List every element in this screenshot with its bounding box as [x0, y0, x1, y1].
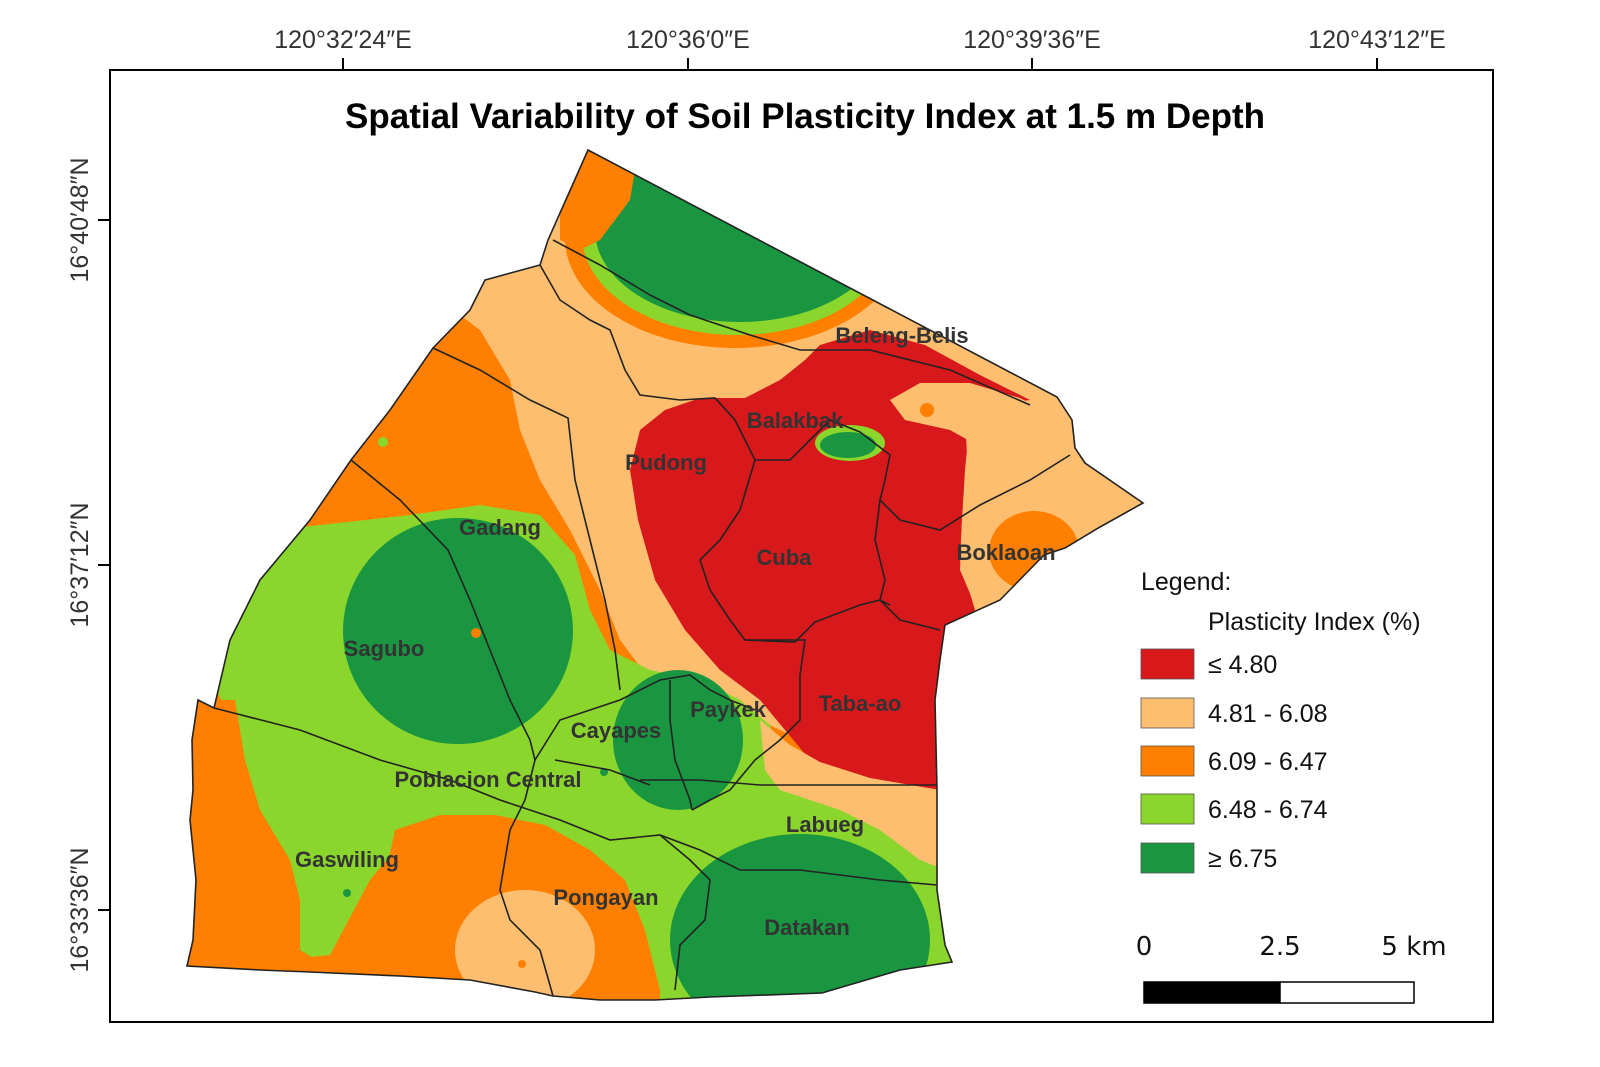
label-boklaoan: Boklaoan: [956, 540, 1055, 565]
label-paykek: Paykek: [690, 697, 767, 722]
legend-label-3: 6.09 - 6.47: [1208, 748, 1328, 776]
legend-swatch-3: [1140, 745, 1195, 777]
label-cayapes: Cayapes: [571, 718, 662, 743]
label-beleng-belis: Beleng-Belis: [835, 323, 968, 348]
label-gadang: Gadang: [459, 515, 541, 540]
legend-subheading: Plasticity Index (%): [1208, 608, 1421, 636]
legend-label-5: ≥ 6.75: [1208, 845, 1277, 873]
zone-pongayan-light: [455, 890, 595, 1000]
legend: Legend: Plasticity Index (%) ≤ 4.80 4.81…: [1140, 568, 1421, 874]
graticule-ticks: [98, 58, 1378, 911]
zone-w-orange: [187, 700, 330, 1000]
zone-balakbak-darkgreen: [820, 432, 876, 458]
scale-bar-black: [1143, 981, 1281, 1004]
legend-swatch-2: [1140, 697, 1195, 729]
legend-label-2: 4.81 - 6.08: [1208, 700, 1328, 728]
scale-bar-white: [1279, 981, 1415, 1004]
label-poblacion-central: Poblacion Central: [394, 767, 581, 792]
scale-label-0: 0: [1136, 932, 1153, 962]
lon-label-2: 120°36′0″E: [626, 26, 750, 54]
label-pudong: Pudong: [625, 450, 707, 475]
barangay-boundaries: [213, 239, 1071, 997]
lon-label-3: 120°39′36″E: [963, 26, 1101, 54]
legend-swatch-5: [1140, 842, 1195, 874]
label-labueg: Labueg: [786, 812, 864, 837]
lon-label-1: 120°32′24″E: [274, 26, 412, 54]
label-gaswiling: Gaswiling: [295, 847, 399, 872]
legend-swatch-4: [1140, 793, 1195, 825]
legend-label-4: 6.48 - 6.74: [1208, 796, 1328, 824]
zone-paykek-darkgreen: [613, 670, 743, 810]
legend-heading: Legend:: [1141, 568, 1231, 596]
lat-label-3: 16°33′36″N: [66, 847, 94, 972]
municipal-boundary: [186, 148, 1145, 1001]
label-sagubo: Sagubo: [344, 636, 425, 661]
zone-sagubo-darkgreen: [343, 518, 573, 744]
scale-bar: 0 2.5 5 km: [1136, 932, 1447, 1004]
label-datakan: Datakan: [764, 915, 850, 940]
map-title: Spatial Variability of Soil Plasticity I…: [345, 97, 1265, 136]
scale-label-mid: 2.5: [1259, 932, 1300, 962]
label-taba-ao: Taba-ao: [819, 691, 902, 716]
lat-label-2: 16°37′12″N: [66, 502, 94, 627]
lat-label-1: 16°40′48″N: [66, 157, 94, 282]
zone-taba-light: [760, 720, 945, 870]
legend-label-1: ≤ 4.80: [1208, 651, 1277, 679]
zone-red: [630, 330, 1030, 790]
label-balakbak: Balakbak: [747, 408, 844, 433]
legend-swatch-1: [1140, 648, 1195, 680]
scale-label-end: 5 km: [1381, 932, 1446, 962]
label-cuba: Cuba: [757, 545, 813, 570]
lon-label-4: 120°43′12″E: [1308, 26, 1446, 54]
label-pongayan: Pongayan: [553, 885, 658, 910]
